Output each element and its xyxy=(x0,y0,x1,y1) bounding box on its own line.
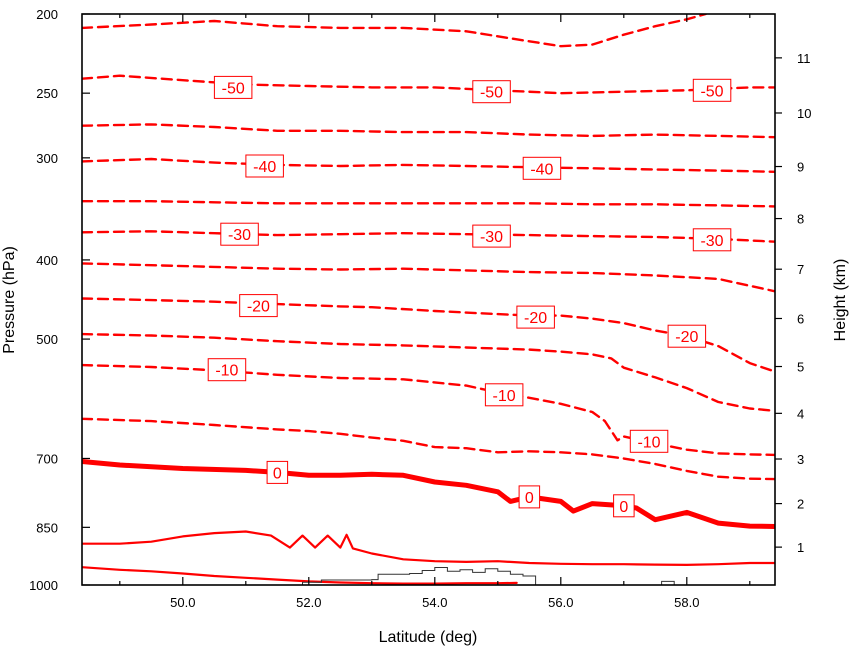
contour-label: -10 xyxy=(629,429,669,453)
x-tick-label: 54.0 xyxy=(422,595,447,610)
contour-label-text: -40 xyxy=(253,159,276,176)
contour-label: 0 xyxy=(518,485,541,509)
contour-line-minus-35 xyxy=(82,199,775,208)
contour-label-box xyxy=(472,224,511,248)
contour-label-text: -30 xyxy=(700,233,723,250)
contour-label-box xyxy=(266,460,289,484)
contour-line-minus-45 xyxy=(82,123,775,139)
contour-label-box xyxy=(518,485,541,509)
contour-label-text: -50 xyxy=(480,85,503,102)
contour-label: -30 xyxy=(692,228,732,252)
contour-label: -50 xyxy=(472,80,511,104)
contour-line-minus-5 xyxy=(82,417,775,481)
contour-label-text: -50 xyxy=(700,83,723,100)
contour-label: 0 xyxy=(613,494,635,518)
x-axis-title: Latitude (deg) xyxy=(379,629,478,646)
y-tick-label: 700 xyxy=(36,451,58,466)
y-tick-label: 500 xyxy=(36,332,58,347)
contour-label-text: -20 xyxy=(247,299,270,316)
contour-labels: -50 -50 -50 -40 -40 -30 -30 -30 -20 -20 -20 -10 -10 -… xyxy=(207,75,732,518)
contour-line-minus-50 xyxy=(82,74,775,95)
contour-label-box xyxy=(213,75,253,99)
contour-label-text: -10 xyxy=(215,363,238,380)
contour-line-minus-10 xyxy=(82,363,775,457)
contour-label-text: -50 xyxy=(222,80,245,97)
contour-label-text: -30 xyxy=(480,229,503,246)
y2-axis-title: Height (km) xyxy=(832,259,849,342)
contour-label-box xyxy=(207,358,247,382)
contour-label-box xyxy=(692,228,732,252)
contour-label-box xyxy=(522,156,562,180)
contour-label: -20 xyxy=(667,324,707,348)
contour-label: 0 xyxy=(266,460,289,484)
x-tick-label: 50.0 xyxy=(170,595,195,610)
contour-line-minus-55 xyxy=(82,14,707,48)
contour-label-box xyxy=(692,78,732,102)
contour-label-text: 0 xyxy=(525,490,534,507)
contour-line-minus-40 xyxy=(82,157,775,174)
y2-tick-label: 5 xyxy=(797,360,804,375)
contour-label-text: -20 xyxy=(675,329,698,346)
contour-label-text: -30 xyxy=(228,227,251,244)
contour-label-text: -40 xyxy=(530,161,553,178)
x-tick-label: 58.0 xyxy=(674,595,699,610)
contour-line-5 xyxy=(82,530,775,567)
contour-label: -20 xyxy=(239,294,278,318)
contour-label: -30 xyxy=(472,224,511,248)
y2-tick-label: 1 xyxy=(797,540,804,555)
contour-label-box xyxy=(613,494,635,518)
terrain-outline xyxy=(82,567,775,585)
contour-line-minus-25 xyxy=(82,262,775,293)
x-tick-label: 52.0 xyxy=(296,595,321,610)
y2-tick-label: 8 xyxy=(797,212,804,227)
contour-label-box xyxy=(472,80,511,104)
contour-label-text: -10 xyxy=(637,434,660,451)
y2-tick-label: 4 xyxy=(797,406,804,421)
contour-label: -50 xyxy=(692,78,732,102)
contour-line-minus-15 xyxy=(82,332,775,412)
contour-label-text: 0 xyxy=(619,499,628,516)
contour-label: -30 xyxy=(220,222,259,246)
contour-label-box xyxy=(516,305,555,329)
y-tick-label: 1000 xyxy=(29,578,58,593)
plot-frame xyxy=(81,13,776,586)
contour-label-text: -20 xyxy=(524,310,547,327)
contour-label-box xyxy=(245,154,284,178)
contour-label-box xyxy=(220,222,259,246)
contour-label: -10 xyxy=(484,383,524,407)
contour-label-text: 0 xyxy=(273,465,282,482)
contour-line-minus-30 xyxy=(82,230,775,243)
y2-tick-label: 11 xyxy=(797,51,811,66)
y-tick-label: 400 xyxy=(36,253,58,268)
contour-label-box xyxy=(484,383,524,407)
contour-label-box xyxy=(667,324,707,348)
y2-tick-label: 6 xyxy=(797,311,804,326)
contour-label: -40 xyxy=(522,156,562,180)
y-tick-label: 200 xyxy=(36,7,58,22)
contour-label-text: -10 xyxy=(493,388,516,405)
y-axis-title: Pressure (hPa) xyxy=(1,246,18,354)
y-tick-label: 850 xyxy=(36,520,58,535)
y2-tick-label: 2 xyxy=(797,497,804,512)
y-tick-label: 300 xyxy=(36,151,58,166)
y2-tick-label: 3 xyxy=(797,452,804,467)
y-tick-label: 250 xyxy=(36,86,58,101)
contour-label: -50 xyxy=(213,75,253,99)
y2-tick-label: 9 xyxy=(797,160,804,175)
axes: 50.0 52.0 54.0 56.0 58.020025030040050070085… xyxy=(29,7,811,610)
contour-label-box xyxy=(239,294,278,318)
x-tick-label: 56.0 xyxy=(548,595,573,610)
y2-tick-label: 7 xyxy=(797,262,804,277)
contour-label: -20 xyxy=(516,305,555,329)
contour-label-box xyxy=(629,429,669,453)
y2-tick-label: 10 xyxy=(797,106,811,121)
contour-label: -10 xyxy=(207,358,247,382)
contour-label: -40 xyxy=(245,154,284,178)
